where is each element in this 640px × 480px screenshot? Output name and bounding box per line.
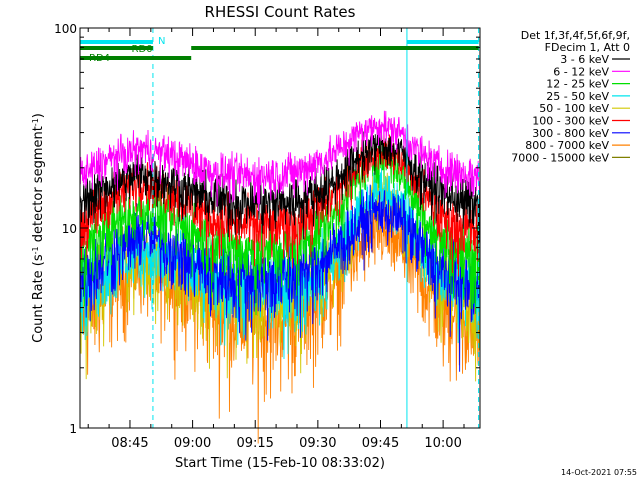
series-trace [79,184,481,372]
legend-label: 25 - 50 keV [546,90,609,103]
x-tick-label: 09:15 [236,436,273,451]
flag-label: RD0 [132,44,153,55]
x-tick-label: 09:00 [174,436,211,451]
y-label-text: Count Rate (s [31,254,46,343]
series-trace [79,128,481,255]
legend-header: Det 1f,3f,4f,5f,6f,9f, [521,29,630,42]
x-axis: 08:45 09:00 09:15 09:30 09:45 10:00 [87,28,465,451]
x-axis-label: Start Time (15-Feb-10 08:33:02) [175,456,385,471]
legend-label: 300 - 800 keV [532,127,609,140]
legend-label: 100 - 300 keV [532,115,609,128]
x-tick-label: 09:45 [362,436,399,451]
series-trace [79,141,481,316]
x-tick-label: 08:45 [111,436,148,451]
y-tick-label: 10 [62,222,77,236]
legend-label: 7000 - 15000 keV [511,151,609,164]
x-tick-label: 09:30 [299,436,336,451]
flag-label: RD4 [89,53,110,64]
flag-label: N [158,36,165,47]
series-traces [79,110,481,444]
legend-label: 800 - 7000 keV [525,139,609,152]
series-trace [79,110,481,212]
legend-label: 12 - 25 keV [546,78,609,91]
y-label-text: ) [31,113,46,118]
y-tick-label: 100 [54,22,77,36]
y-label-superscript: -1 [31,246,40,254]
y-label-superscript: -1 [31,118,40,126]
legend-label: 50 - 100 keV [539,102,609,115]
x-tick-label: 10:00 [424,436,461,451]
legend-label: 6 - 12 keV [553,65,609,78]
y-tick-label: 1 [69,422,77,436]
timestamp: 14-Oct-2021 07:55 [561,468,637,477]
y-label-text: detector segment [31,126,46,246]
legend-label: 3 - 6 keV [560,53,609,66]
y-axis-label: Count Rate (s-1 detector segment-1) [31,113,47,343]
legend-header: FDecim 1, Att 0 [545,41,630,54]
chart-title: RHESSI Count Rates [205,3,356,21]
legend: Det 1f,3f,4f,5f,6f,9f,FDecim 1, Att 03 -… [511,29,630,164]
y-axis: 1 10 100 [54,22,480,436]
